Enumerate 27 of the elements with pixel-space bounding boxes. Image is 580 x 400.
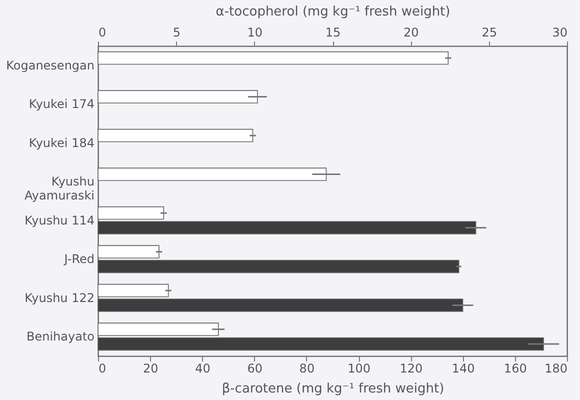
x2-tick-label: 5 (172, 26, 180, 40)
x2-axis-title: α-tocopherol (mg kg⁻¹ fresh weight) (216, 4, 450, 20)
x-tick-label: 160 (504, 362, 527, 376)
x-tick-label: 60 (247, 362, 262, 376)
x-tick-label: 80 (299, 362, 315, 376)
y-tick-label: Kyushu Ayamuraski (24, 174, 94, 203)
x2-tick-label: 20 (404, 26, 419, 40)
x-tick-label: 20 (142, 362, 158, 376)
x-axis-title: β-carotene (mg kg⁻¹ fresh weight) (222, 382, 444, 396)
y-tick-label: J-Red (63, 252, 94, 266)
x-tick-label: 100 (348, 362, 371, 376)
x-tick-label: 120 (400, 362, 423, 376)
y-tick-label: Kyushu 122 (24, 290, 94, 305)
y-tick-label: Kyushu 114 (24, 213, 94, 228)
x-tick-label: 180 (544, 362, 568, 376)
y-tick-label: Kyukei 174 (28, 97, 94, 112)
x2-tick-label: 25 (482, 26, 497, 40)
x2-tick-label: 10 (247, 26, 262, 40)
x2-tick-label: 15 (325, 26, 341, 40)
x2-tick-label: 0 (98, 26, 106, 40)
y-tick-label: Koganesengan (6, 58, 94, 72)
x-tick-label: 40 (195, 362, 210, 376)
x-tick-label: 140 (452, 362, 475, 376)
x-tick-label: 0 (98, 362, 106, 376)
x2-tick-label: 30 (552, 26, 568, 40)
y-tick-label: Benihayato (26, 330, 94, 344)
y-tick-label: Kyukei 184 (28, 136, 94, 150)
